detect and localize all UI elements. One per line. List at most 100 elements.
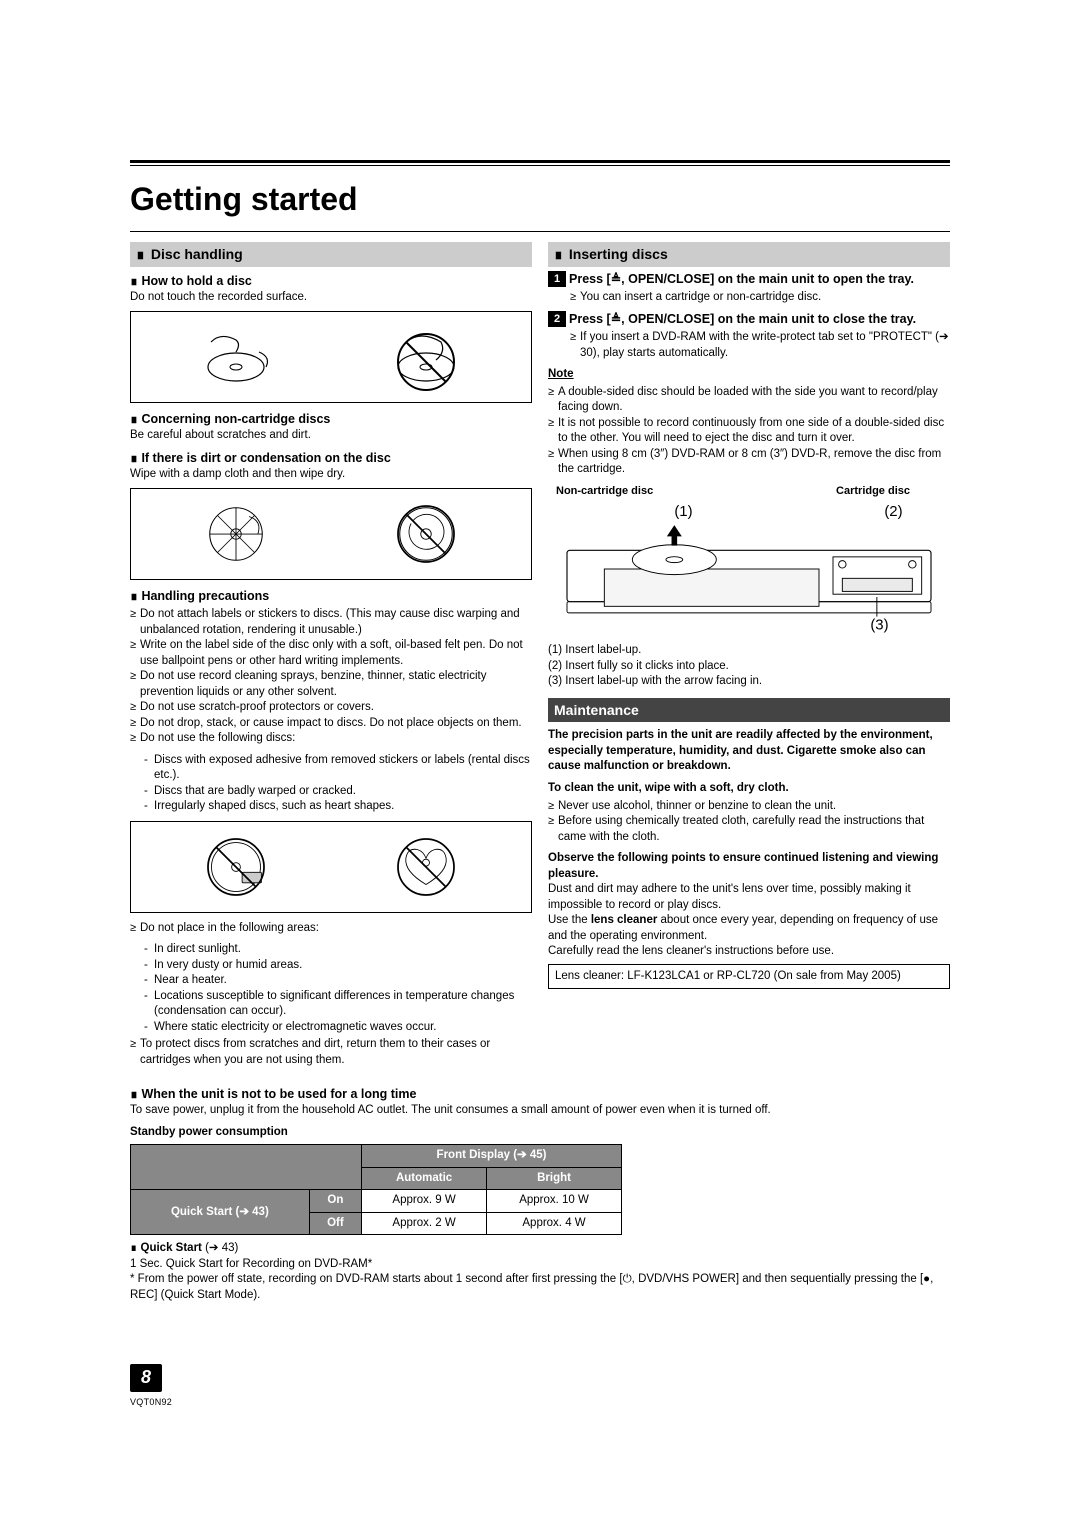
note-list: A double-sided disc should be loaded wit… — [548, 385, 950, 478]
callout-1: (1) — [674, 503, 692, 520]
right-column: ∎ Inserting discs 1 Press [≜, OPEN/CLOSE… — [548, 242, 950, 1074]
observe-p1: Dust and dirt may adhere to the unit's l… — [548, 882, 950, 913]
precautions-sublist-2: In direct sunlight. In very dusty or hum… — [130, 942, 532, 1035]
lens-cleaner-box: Lens cleaner: LF-K123LCA1 or RP-CL720 (O… — [548, 964, 950, 990]
col-bright: Bright — [487, 1167, 622, 1190]
clean-list: Never use alcohol, thinner or benzine to… — [548, 799, 950, 846]
list-item: Before using chemically treated cloth, c… — [548, 814, 950, 845]
step-1: 1 Press [≜, OPEN/CLOSE] on the main unit… — [548, 271, 950, 288]
precautions-list-2: Do not place in the following areas: — [130, 921, 532, 937]
list-item: Near a heater. — [144, 973, 532, 989]
list-item: Do not place in the following areas: — [130, 921, 532, 937]
list-item: When using 8 cm (3″) DVD-RAM or 8 cm (3″… — [548, 447, 950, 478]
state-off: Off — [309, 1212, 361, 1235]
title-underline — [130, 231, 950, 232]
table-cell: Approx. 4 W — [487, 1212, 622, 1235]
long-time-heading: ∎ When the unit is not to be used for a … — [130, 1086, 950, 1103]
dirt-text: Wipe with a damp cloth and then wipe dry… — [130, 467, 532, 483]
power-table: Front Display (➔ 45) Automatic Bright Qu… — [130, 1144, 622, 1235]
precautions-list-1: Do not attach labels or stickers to disc… — [130, 607, 532, 747]
left-column: ∎ Disc handling ∎ How to hold a disc Do … — [130, 242, 532, 1074]
maintenance-intro: The precision parts in the unit are read… — [548, 728, 950, 775]
legend-1: (1) Insert label-up. — [548, 643, 950, 659]
note-heading: Note — [548, 367, 950, 383]
list-item: Do not attach labels or stickers to disc… — [130, 607, 532, 638]
list-item: Do not use record cleaning sprays, benzi… — [130, 669, 532, 700]
list-item: In very dusty or humid areas. — [144, 958, 532, 974]
quick-start-sub-heading: ∎ Quick Start (➔ 43) — [130, 1241, 950, 1257]
list-item: Never use alcohol, thinner or benzine to… — [548, 799, 950, 815]
heart-disc-no-icon — [371, 832, 481, 902]
two-column-layout: ∎ Disc handling ∎ How to hold a disc Do … — [130, 242, 950, 1074]
standby-heading: Standby power consumption — [130, 1125, 950, 1141]
step-2-bullets: If you insert a DVD-RAM with the write-p… — [548, 330, 950, 361]
list-item: Do not use scratch-proof protectors or c… — [130, 700, 532, 716]
list-item: Do not use the following discs: — [130, 731, 532, 747]
step-number-1: 1 — [548, 271, 566, 287]
inserting-discs-title: Inserting discs — [569, 245, 668, 264]
document-code: VQT0N92 — [130, 1396, 950, 1408]
cartridge-label: Cartridge disc — [836, 484, 910, 499]
square-bullet-icon: ∎ — [136, 245, 145, 264]
list-item: You can insert a cartridge or non-cartri… — [570, 290, 950, 306]
col-automatic: Automatic — [362, 1167, 487, 1190]
handling-precautions-heading: ∎ Handling precautions — [130, 588, 532, 605]
list-item: If you insert a DVD-RAM with the write-p… — [570, 330, 950, 361]
list-item: In direct sunlight. — [144, 942, 532, 958]
front-display-header: Front Display (➔ 45) — [362, 1145, 622, 1168]
wipe-radial-icon — [181, 499, 291, 569]
state-on: On — [309, 1190, 361, 1213]
bad-discs-illustration — [130, 821, 532, 913]
list-item: Irregularly shaped discs, such as heart … — [144, 799, 532, 815]
precautions-list-3: To protect discs from scratches and dirt… — [130, 1037, 532, 1068]
how-to-hold-heading: ∎ How to hold a disc — [130, 273, 532, 290]
square-bullet-icon: ∎ — [554, 245, 563, 264]
non-cartridge-text: Be careful about scratches and dirt. — [130, 428, 532, 444]
step-2-text: Press [≜, OPEN/CLOSE] on the main unit t… — [569, 311, 950, 328]
step-number-2: 2 — [548, 311, 566, 327]
clean-heading: To clean the unit, wipe with a soft, dry… — [548, 781, 950, 797]
disc-sticker-no-icon — [181, 832, 291, 902]
page-footer: 8 VQT0N92 — [130, 1364, 950, 1408]
list-item: Locations susceptible to significant dif… — [144, 989, 532, 1020]
callout-3: (3) — [870, 616, 888, 633]
footnote-1: 1 Sec. Quick Start for Recording on DVD-… — [130, 1257, 950, 1273]
callout-2: (2) — [884, 503, 902, 520]
dirt-heading: ∎ If there is dirt or condensation on th… — [130, 450, 532, 467]
list-item: To protect discs from scratches and dirt… — [130, 1037, 532, 1068]
table-cell: Approx. 9 W — [362, 1190, 487, 1213]
list-item: A double-sided disc should be loaded wit… — [548, 385, 950, 416]
table-cell: Approx. 2 W — [362, 1212, 487, 1235]
legend-2: (2) Insert fully so it clicks into place… — [548, 659, 950, 675]
list-item: Discs that are badly warped or cracked. — [144, 784, 532, 800]
wipe-disc-illustration — [130, 488, 532, 580]
observe-heading: Observe the following points to ensure c… — [548, 851, 950, 882]
list-item: Discs with exposed adhesive from removed… — [144, 753, 532, 784]
hold-disc-ok-icon — [181, 322, 291, 392]
disc-handling-title: Disc handling — [151, 245, 243, 264]
hold-disc-illustration — [130, 311, 532, 403]
list-item: Write on the label side of the disc only… — [130, 638, 532, 669]
non-cartridge-heading: ∎ Concerning non-cartridge discs — [130, 411, 532, 428]
footnotes: ∎ Quick Start (➔ 43) 1 Sec. Quick Start … — [130, 1241, 950, 1303]
observe-p3: Carefully read the lens cleaner's instru… — [548, 944, 950, 960]
step-1-bullets: You can insert a cartridge or non-cartri… — [548, 290, 950, 306]
legend-3: (3) Insert label-up with the arrow facin… — [548, 674, 950, 690]
footnote-2: * From the power off state, recording on… — [130, 1272, 950, 1303]
step-1-text: Press [≜, OPEN/CLOSE] on the main unit t… — [569, 271, 950, 288]
wipe-circular-no-icon — [371, 499, 481, 569]
long-time-text: To save power, unplug it from the househ… — [130, 1103, 950, 1119]
precautions-sublist-1: Discs with exposed adhesive from removed… — [130, 753, 532, 815]
top-double-rule — [130, 160, 950, 166]
list-item: Where static electricity or electromagne… — [144, 1020, 532, 1036]
list-item: Do not drop, stack, or cause impact to d… — [130, 716, 532, 732]
page-title: Getting started — [130, 178, 950, 221]
inserting-discs-header: ∎ Inserting discs — [548, 242, 950, 267]
step-2: 2 Press [≜, OPEN/CLOSE] on the main unit… — [548, 311, 950, 328]
how-to-hold-text: Do not touch the recorded surface. — [130, 290, 532, 306]
quick-start-rowhdr: Quick Start (➔ 43) — [131, 1190, 310, 1235]
list-item: It is not possible to record continuousl… — [548, 416, 950, 447]
table-cell: Approx. 10 W — [487, 1190, 622, 1213]
table-corner — [131, 1145, 362, 1190]
disc-handling-header: ∎ Disc handling — [130, 242, 532, 267]
